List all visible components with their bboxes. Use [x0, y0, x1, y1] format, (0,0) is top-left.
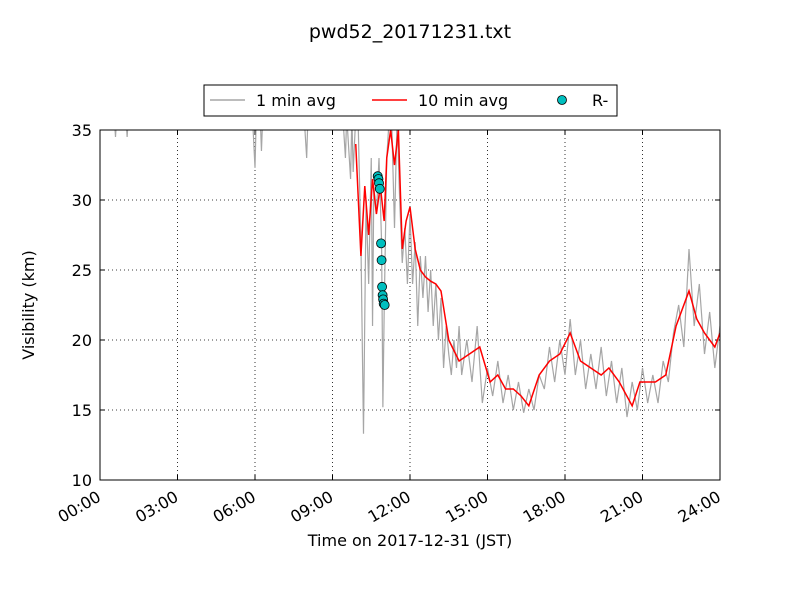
y-tick-label: 15: [72, 401, 92, 420]
chart-title: pwd52_20171231.txt: [309, 21, 511, 43]
legend-box: [203, 84, 618, 117]
legend-label: 10 min avg: [418, 91, 508, 110]
legend-label: 1 min avg: [256, 91, 336, 110]
legend-label: R-: [592, 91, 608, 110]
y-tick-label: 25: [72, 261, 92, 280]
series-line: [355, 130, 720, 408]
y-tick-label: 10: [72, 471, 92, 490]
legend: 1 min avg 10 min avg R-: [203, 84, 618, 117]
scatter-point: [374, 183, 385, 194]
y-tick-label: 20: [72, 331, 92, 350]
scatter-point: [379, 300, 390, 310]
y-axis-label: Visibility (km): [19, 250, 38, 359]
plot-area: [114, 130, 720, 434]
plot-frame: [99, 129, 721, 481]
scatter-point: [376, 255, 387, 266]
legend-marker: [557, 95, 567, 105]
scatter-point: [377, 281, 388, 292]
scatter-point: [376, 238, 386, 249]
y-tick-label: 30: [72, 191, 92, 210]
series-line: [114, 130, 720, 434]
y-tick-label: 35: [72, 121, 92, 140]
x-axis-label: Time on 2017-12-31 (JST): [307, 531, 512, 550]
